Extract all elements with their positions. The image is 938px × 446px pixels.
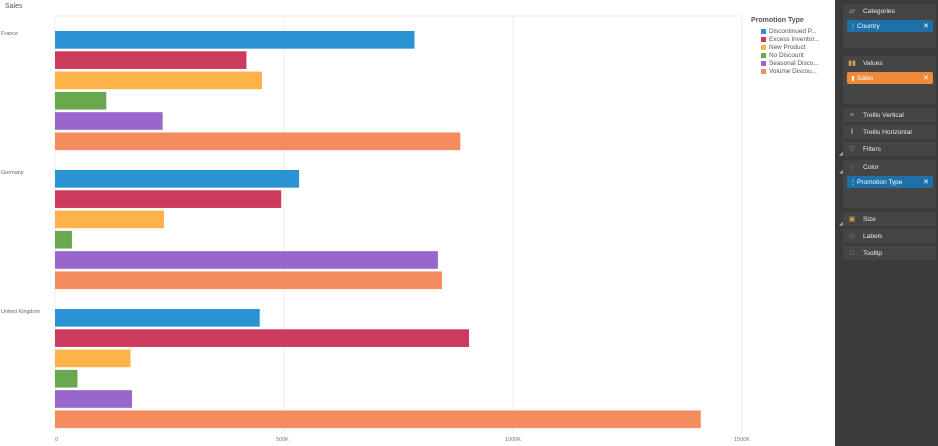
legend-label: Excess Inventor... bbox=[769, 35, 820, 43]
bar bbox=[55, 132, 461, 151]
bar bbox=[55, 31, 415, 49]
size-title: Size bbox=[863, 215, 876, 223]
bar bbox=[55, 410, 701, 429]
bar bbox=[55, 349, 131, 368]
bar bbox=[55, 271, 443, 290]
legend-title: Promotion Type bbox=[751, 17, 804, 24]
bar bbox=[55, 210, 165, 229]
funnel-icon: ▽ bbox=[849, 146, 855, 153]
legend-swatch bbox=[761, 28, 766, 34]
bar bbox=[55, 230, 72, 249]
bar bbox=[55, 390, 132, 408]
promotion-type-chip[interactable]: ⋮ Promotion Type ✕ bbox=[847, 176, 933, 188]
legend-item[interactable]: Volume Discou... bbox=[761, 67, 831, 75]
legend-swatch bbox=[761, 52, 766, 58]
bar bbox=[55, 190, 282, 208]
sales-chip-label: Sales bbox=[857, 74, 874, 82]
bar bbox=[55, 309, 260, 327]
legend-label: Volume Discou... bbox=[769, 67, 817, 75]
tag-icon: ▱ bbox=[849, 8, 855, 15]
legend-swatch bbox=[761, 60, 766, 66]
filters-title: Filters bbox=[863, 145, 881, 153]
legend-swatch bbox=[761, 68, 766, 74]
x-tick-label: 1000K bbox=[505, 437, 521, 443]
field-well-panel: ▱ Categories ⋮ Country ✕ ▮▮ Values ▮ Sal… bbox=[839, 0, 938, 446]
grip-icon[interactable]: ⋮ bbox=[850, 179, 856, 186]
palette-icon: ○ bbox=[849, 163, 855, 171]
legend-item[interactable]: Seasonal Disco... bbox=[761, 59, 831, 67]
x-tick-label: 1500K bbox=[734, 437, 750, 443]
color-title: Color bbox=[863, 163, 879, 171]
legend: Promotion Type Discontinued P... Excess I… bbox=[751, 17, 831, 75]
bar bbox=[55, 51, 247, 69]
bar bbox=[55, 251, 438, 269]
chart-title: Sales bbox=[5, 3, 23, 10]
collapse-arrow-icon[interactable]: ◢ bbox=[839, 221, 843, 227]
bar bbox=[55, 71, 263, 90]
x-tick-label: 500K bbox=[276, 437, 289, 443]
bar bbox=[55, 369, 78, 388]
legend-item[interactable]: New Product bbox=[761, 43, 831, 51]
legend-swatch bbox=[761, 36, 766, 42]
categories-section[interactable]: ▱ Categories ⋮ Country ✕ bbox=[843, 4, 936, 48]
grip-icon[interactable]: ⋮ bbox=[850, 23, 856, 30]
legend-item[interactable]: No Discount bbox=[761, 51, 831, 59]
resize-icon: ▣ bbox=[848, 216, 856, 223]
filters-section[interactable]: ◢ ▽ Filters bbox=[839, 142, 936, 157]
categories-title: Categories bbox=[863, 7, 895, 15]
legend-label: Discontinued P... bbox=[769, 27, 817, 35]
remove-country-icon[interactable]: ✕ bbox=[923, 23, 929, 30]
bar bbox=[55, 329, 470, 347]
labels-section[interactable]: ◇ Labels bbox=[843, 229, 936, 243]
collapse-arrow-icon[interactable]: ◢ bbox=[839, 169, 843, 175]
bar-chart-icon: ▮▮ bbox=[848, 60, 856, 67]
labels-title: Labels bbox=[863, 232, 883, 240]
bar-chart: 0 500K 1000K 1500K France Germany United Kingd… bbox=[1, 15, 750, 443]
size-section[interactable]: ◢ ▣ Size bbox=[839, 212, 936, 227]
bar-chart-small-icon: ▮ bbox=[851, 75, 855, 82]
sales-chip[interactable]: ▮ Sales ✕ bbox=[847, 72, 933, 84]
legend-swatch bbox=[761, 44, 766, 50]
remove-sales-icon[interactable]: ✕ bbox=[923, 75, 929, 82]
values-title: Values bbox=[863, 59, 883, 67]
remove-promotion-type-icon[interactable]: ✕ bbox=[923, 179, 929, 186]
trellis-horizontal-section[interactable]: ‖ Trellis Horizontal bbox=[843, 125, 936, 139]
values-section[interactable]: ▮▮ Values ▮ Sales ✕ bbox=[843, 56, 936, 104]
legend-label: Seasonal Disco... bbox=[769, 59, 819, 67]
trellis-vertical-title: Trellis Vertical bbox=[863, 111, 904, 119]
label-tag-icon: ◇ bbox=[849, 233, 855, 240]
legend-label: No Discount bbox=[769, 51, 804, 59]
trellis-vertical-section[interactable]: ≡ Trellis Vertical bbox=[843, 108, 936, 122]
bar bbox=[55, 170, 300, 188]
collapse-arrow-icon[interactable]: ◢ bbox=[839, 151, 843, 157]
bar bbox=[55, 91, 107, 110]
country-chip-label: Country bbox=[857, 22, 880, 30]
color-section[interactable]: ◢ ○ Color ⋮ Promotion Type ✕ bbox=[839, 160, 936, 208]
speech-bubble-icon: □ bbox=[849, 249, 855, 257]
category-label: France bbox=[1, 31, 18, 37]
category-label: United Kingdom bbox=[1, 309, 41, 315]
legend-item[interactable]: Discontinued P... bbox=[761, 27, 831, 35]
bar bbox=[55, 112, 163, 130]
panel-divider[interactable] bbox=[835, 0, 841, 446]
vertical-lines-icon: ≡ bbox=[849, 111, 855, 119]
country-chip[interactable]: ⋮ Country ✕ bbox=[847, 20, 933, 32]
promotion-type-chip-label: Promotion Type bbox=[857, 178, 903, 186]
trellis-horizontal-title: Trellis Horizontal bbox=[863, 128, 912, 136]
category-label: Germany bbox=[1, 170, 24, 176]
legend-item[interactable]: Excess Inventor... bbox=[761, 35, 831, 43]
x-tick-label: 0 bbox=[55, 437, 58, 443]
chart-area: Sales 0 500K 1000K 1500K France Germany United… bbox=[1, 3, 831, 443]
tooltip-section[interactable]: □ Tooltip bbox=[843, 246, 936, 260]
legend-label: New Product bbox=[769, 43, 806, 51]
tooltip-title: Tooltip bbox=[863, 249, 883, 257]
horizontal-lines-icon: ‖ bbox=[850, 128, 854, 136]
